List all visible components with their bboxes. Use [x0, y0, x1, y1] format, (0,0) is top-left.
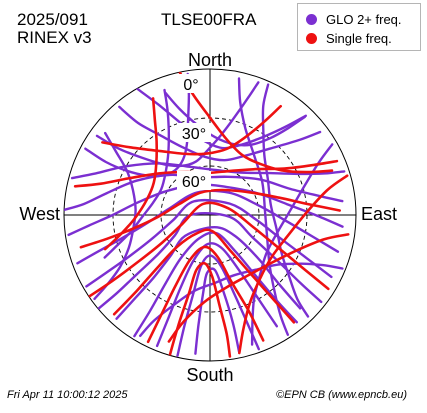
elevation-tick-30: 30° [182, 126, 206, 143]
satellite-track-glo-13 [194, 267, 241, 355]
direction-east: East [361, 204, 397, 224]
station-title: TLSE00FRA [161, 10, 257, 29]
elevation-tick-60: 60° [182, 174, 206, 191]
satellite-track-single-9 [238, 174, 349, 355]
date-label: 2025/091 [17, 10, 88, 29]
legend-item-glo: GLO 2+ freq. [306, 12, 402, 27]
rinex-version-label: RINEX v3 [17, 28, 92, 47]
satellite-track-single-3 [79, 188, 341, 249]
legend-marker-glo [306, 14, 317, 25]
satellite-track-glo-15 [84, 72, 191, 178]
satellite-track-glo-10 [133, 231, 298, 338]
satellite-track-single-8 [101, 104, 282, 156]
satellite-track-glo-20 [139, 262, 344, 337]
satellite-track-single-10 [167, 233, 350, 343]
satellite-track-glo-2 [118, 105, 322, 162]
satellite-track-single-6 [146, 245, 265, 344]
satellite-track-glo-17 [237, 77, 289, 336]
legend-item-single: Single freq. [306, 31, 392, 46]
direction-south: South [186, 365, 233, 385]
legend-label-single: Single freq. [326, 31, 392, 46]
satellite-track-glo-14 [95, 81, 260, 168]
satellite-track-glo-1 [135, 87, 307, 150]
satellite-tracks [64, 70, 350, 358]
satellite-track-single-7 [168, 261, 232, 358]
tick-bg-0 [178, 74, 204, 93]
direction-west: West [19, 204, 60, 224]
direction-north: North [188, 50, 232, 70]
legend-marker-single [306, 33, 317, 44]
skyplot-labels: North East South West 0° 30° 60° [19, 50, 397, 385]
satellite-track-glo-9 [115, 225, 302, 320]
elevation-tick-0: 0° [183, 77, 198, 94]
satellite-track-single-11 [103, 97, 159, 251]
tick-bg-60 [177, 171, 211, 190]
legend: GLO 2+ freq. Single freq. [297, 3, 421, 51]
legend-label-glo: GLO 2+ freq. [326, 12, 402, 27]
tick-bg-30 [177, 123, 211, 142]
satellite-track-glo-19 [103, 88, 171, 259]
satellite-track-single-5 [112, 228, 296, 324]
footer-credit: ©EPN CB (www.epncb.eu) [276, 389, 407, 401]
satellite-track-single-1 [178, 70, 334, 174]
footer-timestamp: Fri Apr 11 10:00:12 2025 [7, 389, 128, 401]
